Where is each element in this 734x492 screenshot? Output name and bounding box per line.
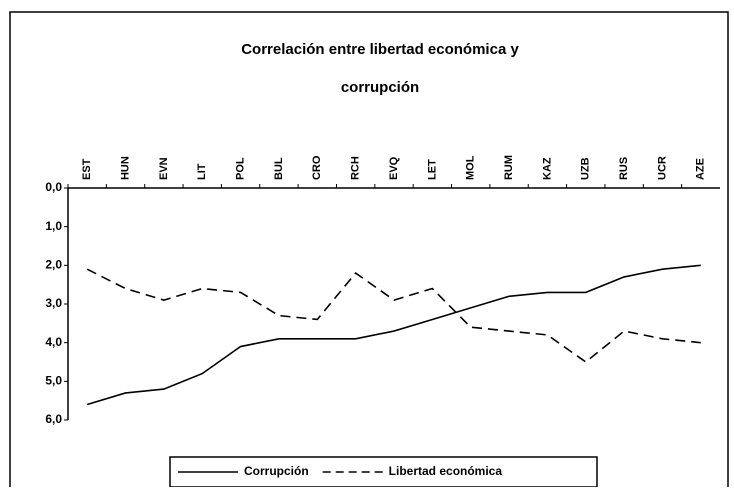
series-line	[86, 268, 701, 364]
x-tick-label: RUS	[618, 157, 630, 180]
x-tick-label: KAZ	[541, 157, 553, 180]
x-tick-label: MOL	[465, 155, 477, 180]
x-tick-label: POL	[234, 157, 246, 180]
y-tick-label: 5,0	[45, 374, 62, 388]
y-tick-label: 3,0	[45, 296, 62, 310]
y-tick-label: 2,0	[45, 258, 62, 272]
x-tick-label: LIT	[196, 163, 208, 180]
x-tick-label: UZB	[580, 157, 592, 180]
chart-title: corrupción	[341, 79, 419, 96]
x-tick-label: AZE	[695, 158, 707, 180]
legend-box	[169, 456, 598, 488]
x-tick-label: RCH	[350, 156, 362, 180]
x-tick-label: UCR	[656, 156, 668, 180]
x-tick-label: EST	[81, 158, 93, 180]
series-line	[86, 264, 701, 406]
legend-label: Corrupción	[244, 464, 309, 478]
x-tick-label: HUN	[119, 156, 131, 180]
chart-frame	[9, 11, 729, 492]
x-tick-label: BUL	[273, 157, 285, 180]
legend-label: Libertad económica	[389, 464, 503, 478]
chart-title: Correlación entre libertad económica y	[241, 41, 519, 58]
y-tick-label: 0,0	[45, 180, 62, 194]
x-tick-label: LET	[426, 159, 438, 180]
y-tick-label: 6,0	[45, 412, 62, 426]
x-tick-label: EVQ	[388, 156, 400, 180]
y-tick-label: 4,0	[45, 335, 62, 349]
x-tick-label: CRO	[311, 155, 323, 180]
y-tick-label: 1,0	[45, 219, 62, 233]
x-tick-label: EVN	[158, 157, 170, 180]
x-tick-label: RUM	[503, 155, 515, 180]
